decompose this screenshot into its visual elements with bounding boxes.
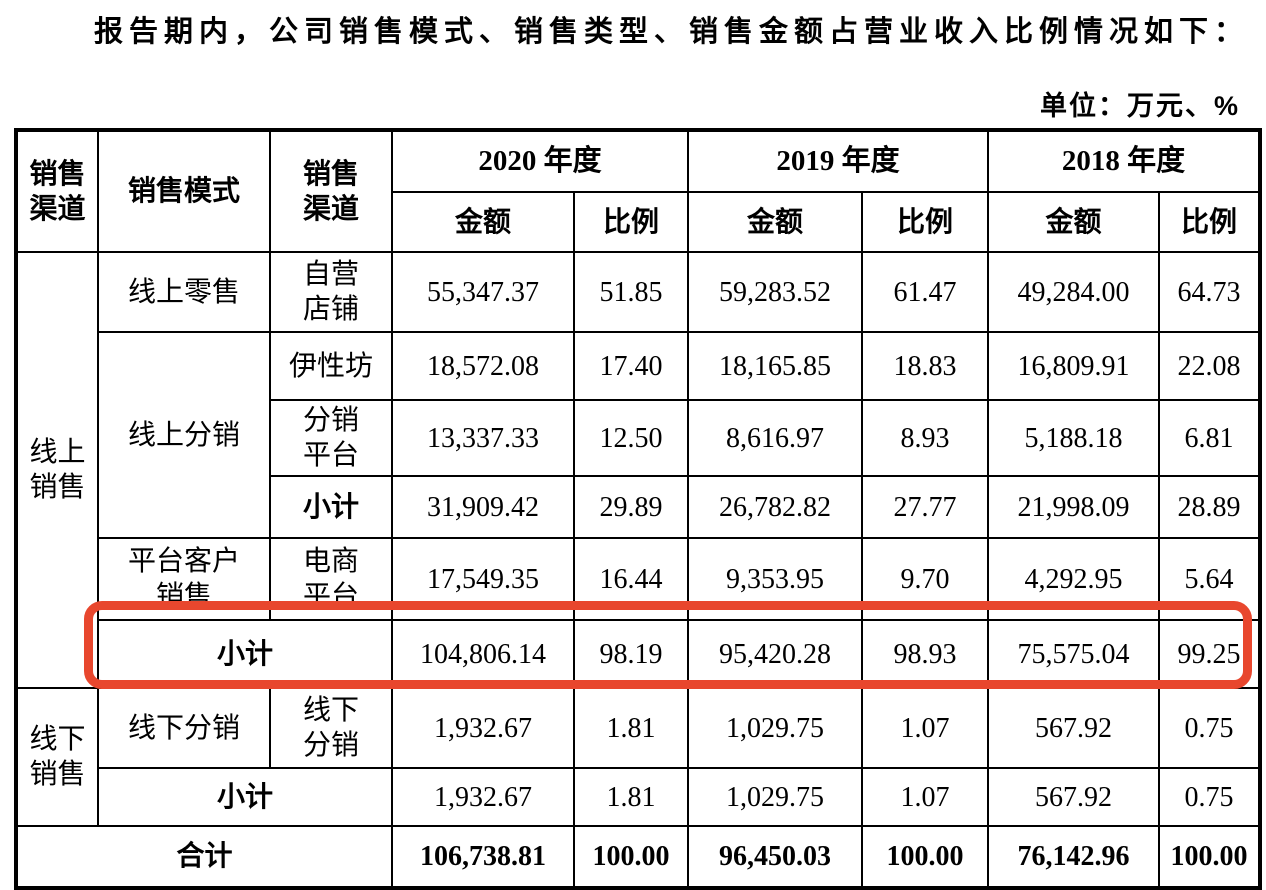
value-cell: 5.64 <box>1158 537 1262 621</box>
value-cell: 18,572.08 <box>391 331 575 401</box>
header-amount-2019: 金额 <box>687 191 864 253</box>
value-cell: 13,337.33 <box>391 399 575 477</box>
value-cell: 4,292.95 <box>987 537 1161 621</box>
cell-sub-subtotal-label: 小计 <box>269 475 393 539</box>
value-cell: 100.00 <box>572 825 690 889</box>
header-ratio-2020: 比例 <box>572 191 690 253</box>
value-cell: 31,909.42 <box>391 475 575 539</box>
value-cell: 0.75 <box>1158 687 1262 769</box>
value-cell: 76,142.96 <box>987 825 1161 889</box>
sales-breakdown-table: 销售 渠道 销售模式 销售 渠道 2020 年度 2019 年度 2018 年度… <box>14 128 1263 890</box>
value-cell: 98.19 <box>572 619 690 689</box>
value-cell: 29.89 <box>572 475 690 539</box>
cell-mode-offline-distribution: 线下分销 <box>97 687 271 769</box>
value-cell: 95,420.28 <box>687 619 864 689</box>
value-cell: 98.93 <box>861 619 990 689</box>
cell-mode-platform-customer: 平台客户 销售 <box>97 537 271 621</box>
header-amount-2018: 金额 <box>987 191 1161 253</box>
value-cell: 100.00 <box>861 825 990 889</box>
unit-label: 单位：万元、% <box>1039 91 1240 121</box>
value-cell: 18,165.85 <box>687 331 864 401</box>
value-cell: 55,347.37 <box>391 251 575 333</box>
cell-sub-yixingfang: 伊性坊 <box>269 331 393 401</box>
value-cell: 1.81 <box>572 687 690 769</box>
value-cell: 106,738.81 <box>391 825 575 889</box>
value-cell: 8,616.97 <box>687 399 864 477</box>
value-cell: 51.85 <box>572 251 690 333</box>
value-cell: 567.92 <box>987 767 1161 827</box>
cell-sub-offline-distribution: 线下 分销 <box>269 687 393 769</box>
header-ratio-2019: 比例 <box>861 191 990 253</box>
value-cell: 1.07 <box>861 767 990 827</box>
value-cell: 28.89 <box>1158 475 1262 539</box>
value-cell: 59,283.52 <box>687 251 864 333</box>
header-sales-subchannel: 销售 渠道 <box>269 129 393 253</box>
cell-sub-ecommerce-platform: 电商 平台 <box>269 537 393 621</box>
cell-channel-online: 线上 销售 <box>15 251 99 689</box>
value-cell: 100.00 <box>1158 825 1262 889</box>
value-cell: 75,575.04 <box>987 619 1161 689</box>
value-cell: 16.44 <box>572 537 690 621</box>
header-year-2020: 2020 年度 <box>390 129 690 193</box>
value-cell: 8.93 <box>861 399 990 477</box>
cell-mode-online-retail: 线上零售 <box>97 251 271 333</box>
value-cell: 5,188.18 <box>987 399 1161 477</box>
value-cell: 1.07 <box>861 687 990 769</box>
value-cell: 49,284.00 <box>987 251 1161 333</box>
value-cell: 9.70 <box>861 537 990 621</box>
value-cell: 21,998.09 <box>987 475 1161 539</box>
value-cell: 104,806.14 <box>391 619 575 689</box>
value-cell: 6.81 <box>1158 399 1262 477</box>
value-cell: 64.73 <box>1158 251 1262 333</box>
value-cell: 567.92 <box>987 687 1161 769</box>
value-cell: 16,809.91 <box>987 331 1161 401</box>
value-cell: 12.50 <box>572 399 690 477</box>
value-cell: 26,782.82 <box>687 475 864 539</box>
value-cell: 1,932.67 <box>391 767 575 827</box>
cell-offline-subtotal-label: 小计 <box>97 767 393 827</box>
cell-sub-own-store: 自营 店铺 <box>269 251 393 333</box>
intro-text: 报告期内，公司销售模式、销售类型、销售金额占营业收入比例情况如下： <box>94 16 1250 48</box>
cell-total-label: 合计 <box>15 825 393 889</box>
header-ratio-2018: 比例 <box>1158 191 1262 253</box>
header-amount-2020: 金额 <box>391 191 575 253</box>
value-cell: 1,029.75 <box>687 767 864 827</box>
header-sales-channel: 销售 渠道 <box>15 129 99 253</box>
cell-channel-offline: 线下 销售 <box>15 687 99 827</box>
value-cell: 17.40 <box>572 331 690 401</box>
cell-sub-distribution-platform: 分销 平台 <box>269 399 393 477</box>
value-cell: 9,353.95 <box>687 537 864 621</box>
value-cell: 0.75 <box>1158 767 1262 827</box>
value-cell: 17,549.35 <box>391 537 575 621</box>
header-year-2019: 2019 年度 <box>687 129 990 193</box>
value-cell: 61.47 <box>861 251 990 333</box>
header-year-2018: 2018 年度 <box>987 129 1262 193</box>
value-cell: 22.08 <box>1158 331 1262 401</box>
value-cell: 1,029.75 <box>687 687 864 769</box>
value-cell: 99.25 <box>1158 619 1262 689</box>
value-cell: 27.77 <box>861 475 990 539</box>
cell-mode-online-distribution: 线上分销 <box>97 331 271 539</box>
header-sales-mode: 销售模式 <box>97 129 271 253</box>
cell-online-subtotal-label: 小计 <box>97 619 393 689</box>
value-cell: 96,450.03 <box>687 825 864 889</box>
value-cell: 1.81 <box>572 767 690 827</box>
value-cell: 18.83 <box>861 331 990 401</box>
value-cell: 1,932.67 <box>391 687 575 769</box>
